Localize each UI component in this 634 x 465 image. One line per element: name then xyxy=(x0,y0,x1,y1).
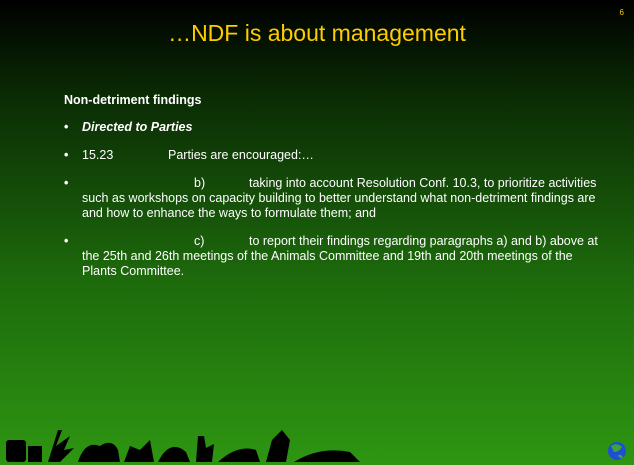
footer-art xyxy=(0,0,634,465)
logo-silhouettes xyxy=(6,430,360,462)
slide: 6 …NDF is about management Non-detriment… xyxy=(0,0,634,465)
